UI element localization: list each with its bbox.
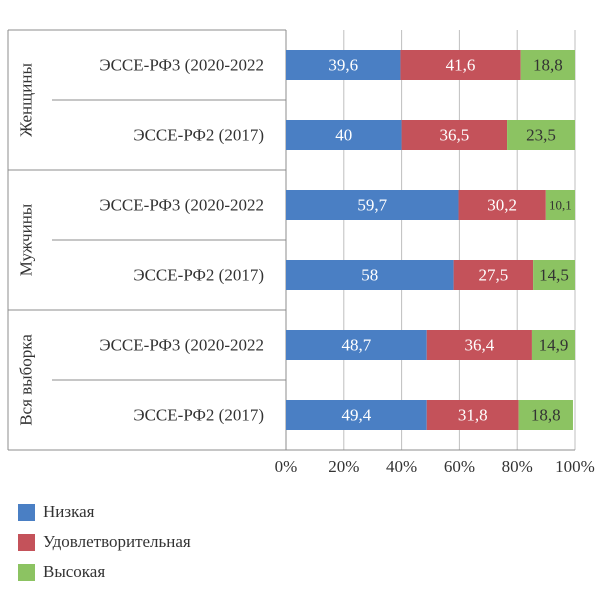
category-label: ЭССЕ-РФ2 (2017): [133, 266, 264, 285]
category-label: ЭССЕ-РФ3 (2020-2022: [99, 336, 264, 355]
category-label: ЭССЕ-РФ3 (2020-2022: [99, 56, 264, 75]
bar-segment: [286, 400, 427, 430]
x-tick-label: 0%: [275, 457, 298, 476]
bar-segment: [286, 190, 459, 220]
data-label: 59,7: [357, 196, 387, 215]
data-label: 39,6: [328, 56, 358, 75]
bar-segment: [520, 50, 575, 80]
bar-segment: [531, 330, 575, 360]
x-tick-label: 80%: [502, 457, 533, 476]
bar-segment: [286, 330, 427, 360]
bar-segment: [286, 260, 454, 290]
bar-segment: [518, 400, 573, 430]
x-tick-label: 100%: [555, 457, 595, 476]
group-label: Мужчины: [17, 203, 36, 276]
category-label: ЭССЕ-РФ3 (2020-2022: [99, 196, 264, 215]
data-label: 27,5: [478, 266, 508, 285]
data-label: 41,6: [446, 56, 476, 75]
legend-swatch-low: [18, 503, 35, 521]
bar-segment: [545, 190, 575, 220]
data-label: 40: [335, 126, 352, 145]
bar-segment: [533, 260, 575, 290]
bar-segment: [426, 330, 532, 360]
data-label: 49,4: [341, 406, 371, 425]
bar-segment: [286, 50, 401, 80]
data-label: 18,8: [533, 56, 563, 75]
data-label: 14,9: [539, 336, 569, 355]
bar-segment: [426, 400, 519, 430]
bar-segment: [458, 190, 546, 220]
legend: Низкая Удовлетворительная Высокая: [18, 497, 191, 587]
data-label: 36,4: [464, 336, 494, 355]
bar-segment: [400, 50, 521, 80]
group-label: Женщины: [17, 63, 36, 137]
data-label: 10,1: [549, 198, 572, 213]
legend-swatch-high: [18, 563, 35, 581]
legend-item-satisfactory: Удовлетворительная: [18, 527, 191, 557]
data-label: 48,7: [341, 336, 371, 355]
x-tick-label: 20%: [328, 457, 359, 476]
legend-swatch-satisfactory: [18, 533, 35, 551]
data-label: 31,8: [458, 406, 488, 425]
data-label: 30,2: [487, 196, 517, 215]
bar-segment: [401, 120, 508, 150]
x-tick-label: 40%: [386, 457, 417, 476]
bar-segment: [453, 260, 534, 290]
category-label: ЭССЕ-РФ2 (2017): [133, 406, 264, 425]
legend-item-high: Высокая: [18, 557, 191, 587]
stacked-bar-chart: Женщины ЭССЕ-РФ3 (2020-2022 39,6 41,6 18,8 ЭС…: [7, 29, 595, 476]
data-label: 23,5: [526, 126, 556, 145]
category-label: ЭССЕ-РФ2 (2017): [133, 126, 264, 145]
data-label: 14,5: [539, 266, 569, 285]
data-label: 18,8: [531, 406, 561, 425]
data-label: 36,5: [439, 126, 469, 145]
x-tick-label: 60%: [444, 457, 475, 476]
bar-segment: [507, 120, 575, 150]
legend-label-high: Высокая: [43, 562, 106, 581]
bar-segment: [286, 120, 402, 150]
legend-label-low: Низкая: [43, 502, 95, 521]
legend-label-satisfactory: Удовлетворительная: [43, 532, 191, 551]
data-label: 58: [361, 266, 378, 285]
legend-item-low: Низкая: [18, 497, 191, 527]
group-label: Вся выборка: [17, 334, 36, 426]
